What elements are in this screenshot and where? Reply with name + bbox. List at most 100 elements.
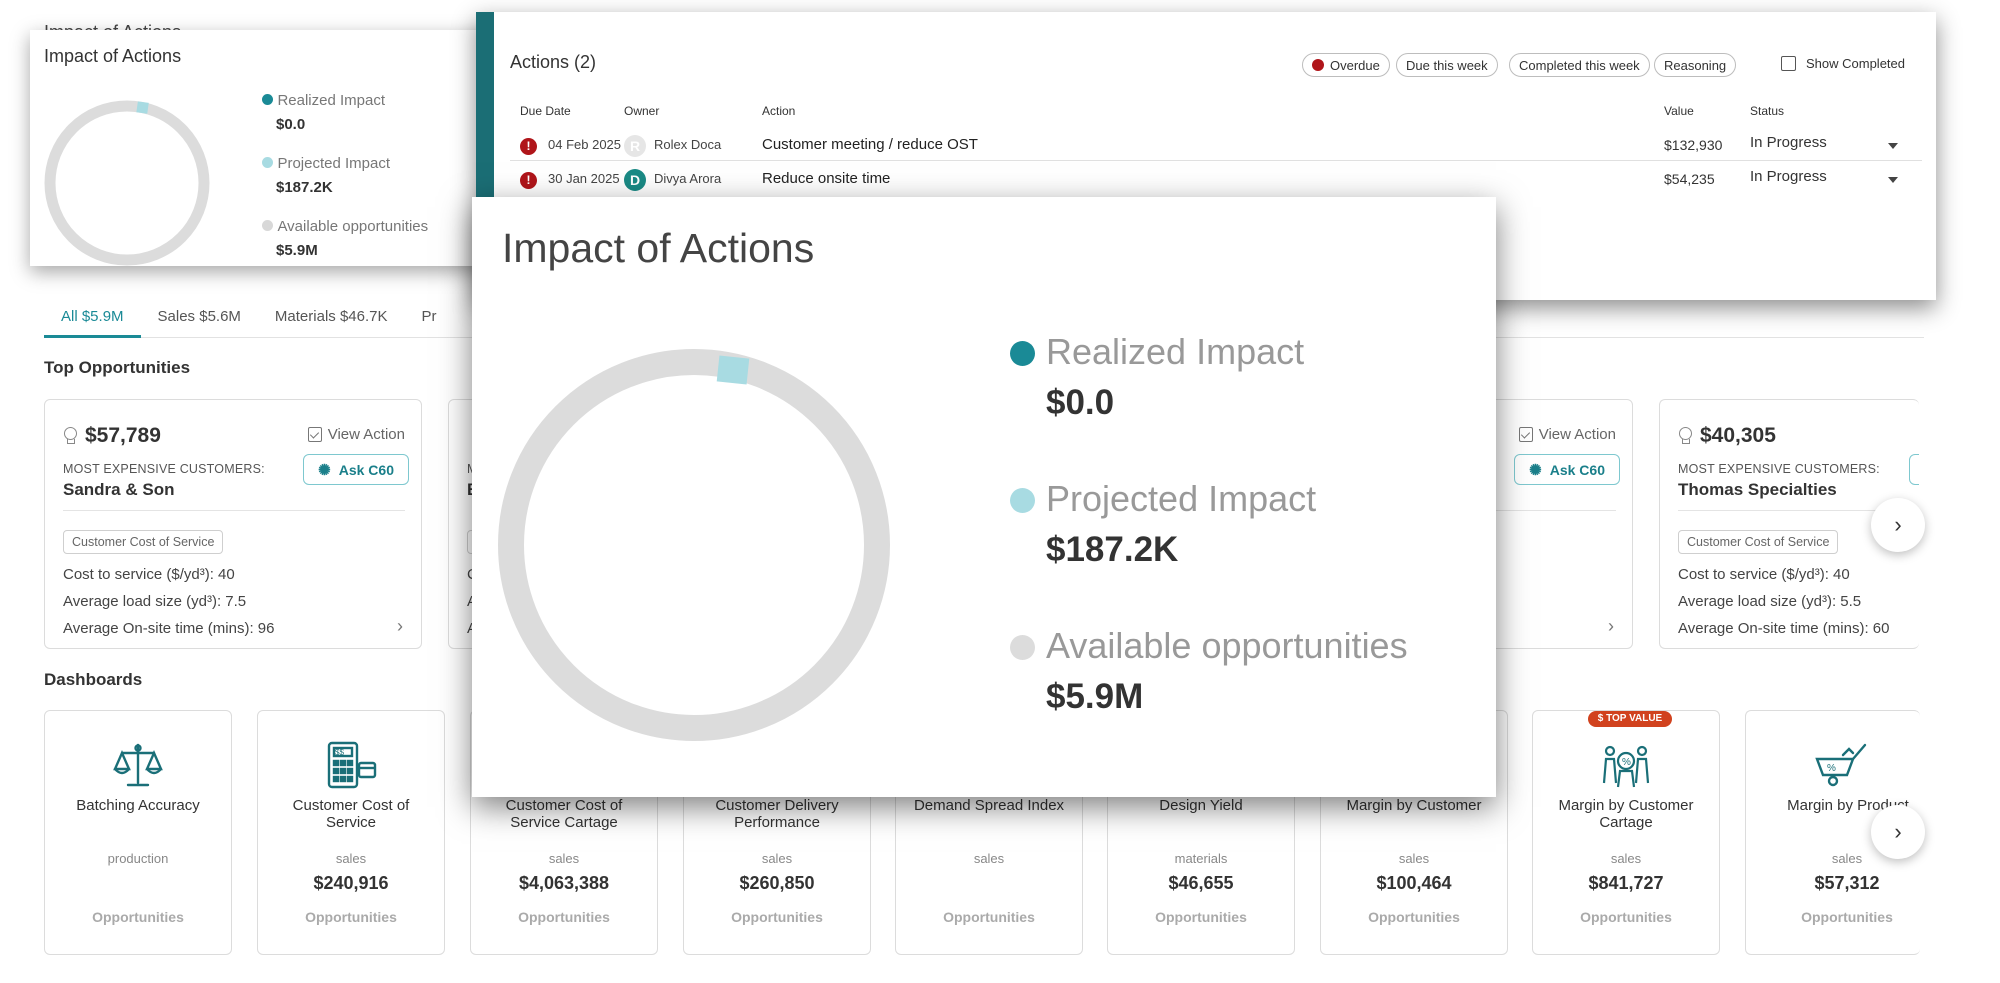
legend-label: Realized Impact — [277, 92, 386, 109]
opportunities-link[interactable]: Opportunities — [1801, 909, 1893, 925]
chip-label: Overdue — [1330, 57, 1380, 73]
table-row[interactable]: ! 04 Feb 2025 R Rolex Doca Customer meet… — [494, 129, 1936, 161]
dashboard-category: sales — [973, 851, 1005, 866]
opportunity-card[interactable]: $57,789 View Action ✺ Ask C60 MOST EXPEN… — [44, 399, 422, 649]
dashboard-card[interactable]: % Margin by Customer Cartage sales $841,… — [1532, 710, 1720, 955]
chevron-down-icon[interactable] — [1888, 177, 1898, 183]
column-value[interactable]: Value — [1664, 104, 1694, 118]
available-dot-icon — [262, 220, 273, 231]
checklist-icon — [1518, 427, 1533, 442]
scroll-right-button[interactable]: › — [1871, 498, 1925, 552]
filter-due-this-week[interactable]: Due this week — [1396, 53, 1498, 77]
chevron-down-icon[interactable] — [1888, 143, 1898, 149]
impact-donut-chart — [44, 100, 210, 266]
zoom-legend-label: Available opportunities — [1046, 625, 1408, 666]
ask-c60-button[interactable] — [1909, 454, 1919, 485]
dashboards-title: Dashboards — [44, 670, 143, 689]
show-completed-toggle[interactable]: Show Completed — [1781, 56, 1905, 71]
filter-overdue[interactable]: Overdue — [1302, 53, 1390, 77]
top-value-badge: $ TOP VALUE — [1588, 711, 1672, 727]
zoom-legend-value: $0.0 — [1046, 383, 1115, 422]
chevron-right-icon[interactable]: › — [1608, 616, 1614, 636]
divider — [1678, 510, 1919, 511]
metric-onsite: Average On-site time (mins): 96 — [63, 620, 275, 637]
dashboard-value: $841,727 — [1588, 873, 1664, 893]
opportunities-link[interactable]: Opportunities — [1580, 909, 1672, 925]
available-dot-icon — [1010, 635, 1035, 660]
legend-projected: Projected Impact $187.2K — [262, 155, 390, 196]
ask-c60-button[interactable]: ✺ Ask C60 — [1514, 454, 1620, 485]
column-status[interactable]: Status — [1750, 104, 1785, 118]
dashboard-value: $46,655 — [1168, 873, 1234, 893]
metric-load: Average load size (yd³): 5.5 — [1678, 593, 1862, 610]
brain-icon: ✺ — [1529, 461, 1542, 479]
tab-sales[interactable]: Sales $5.6M — [157, 308, 241, 325]
top-opportunities-title: Top Opportunities — [44, 358, 191, 377]
legend-label: Projected Impact — [277, 155, 391, 172]
view-action-link[interactable]: View Action — [307, 426, 405, 443]
dashboard-value: $260,850 — [739, 873, 815, 893]
opportunities-link[interactable]: Opportunities — [305, 909, 397, 925]
opportunity-amount: $57,789 — [63, 424, 161, 448]
tab-all[interactable]: All $5.9M — [44, 300, 141, 338]
table-row[interactable]: ! 30 Jan 2025 D Divya Arora Reduce onsit… — [494, 163, 1936, 195]
customer-name: Thomas Specialties — [1678, 480, 1837, 499]
opportunities-link[interactable]: Opportunities — [731, 909, 823, 925]
projected-slice — [716, 355, 750, 385]
red-dot-icon — [1312, 59, 1324, 71]
opportunities-link[interactable]: Opportunities — [1368, 909, 1460, 925]
scale-icon — [45, 739, 231, 791]
filter-reasoning[interactable]: Reasoning — [1654, 53, 1737, 77]
dashboard-name: Customer Delivery Performance — [715, 797, 839, 831]
status-select[interactable]: In Progress — [1750, 168, 1827, 185]
opportunities-link[interactable]: Opportunities — [518, 909, 610, 925]
column-action[interactable]: Action — [762, 104, 796, 118]
ask-c60-button[interactable]: ✺ Ask C60 — [303, 454, 409, 485]
chip-label: Completed this week — [1519, 57, 1640, 73]
view-action-label: View Action — [1538, 426, 1616, 443]
dashboard-name: Design Yield — [1159, 797, 1243, 814]
filter-completed-this-week[interactable]: Completed this week — [1509, 53, 1650, 77]
owner-name: Divya Arora — [654, 171, 722, 186]
dashboard-card[interactable]: $$ Customer Cost of Service sales $240,9… — [257, 710, 445, 955]
dashboard-name: Margin by Customer — [1346, 797, 1482, 814]
dashboard-value: $4,063,388 — [518, 873, 610, 893]
chip-label: Due this week — [1406, 57, 1488, 73]
due-date: 04 Feb 2025 — [548, 137, 622, 152]
dashboard-name: Batching Accuracy — [76, 797, 200, 814]
status-select[interactable]: In Progress — [1750, 134, 1827, 151]
ask-label: Ask C60 — [338, 461, 394, 478]
people-money-icon: % — [1533, 739, 1719, 791]
scroll-right-button[interactable]: › — [1871, 805, 1925, 859]
action-value: $54,235 — [1664, 171, 1715, 187]
chevron-right-icon[interactable]: › — [397, 616, 403, 636]
dashboard-name: Margin by Product — [1787, 797, 1909, 814]
zoom-title: Impact of Actions — [502, 225, 815, 271]
dashboard-category: sales — [1610, 851, 1642, 866]
opportunities-link[interactable]: Opportunities — [943, 909, 1035, 925]
projected-dot-icon — [1010, 488, 1035, 513]
opportunities-link[interactable]: Opportunities — [1155, 909, 1247, 925]
dashboard-category: sales — [1398, 851, 1430, 866]
column-owner[interactable]: Owner — [624, 104, 660, 118]
owner-name: Rolex Doca — [654, 137, 722, 152]
realized-dot-icon — [262, 94, 273, 105]
opportunities-link[interactable]: Opportunities — [92, 909, 184, 925]
tab-production[interactable]: Pr — [421, 308, 437, 325]
svg-text:$$: $$ — [335, 748, 344, 757]
column-due-date[interactable]: Due Date — [520, 104, 571, 118]
dashboard-category: sales — [335, 851, 367, 866]
view-action-link[interactable]: View Action — [1518, 426, 1616, 443]
legend-available: Available opportunities $5.9M — [262, 218, 428, 259]
legend-realized: Realized Impact $0.0 — [262, 92, 385, 133]
svg-text:%: % — [1622, 757, 1631, 768]
checkbox[interactable] — [1781, 56, 1796, 71]
dashboard-card[interactable]: Batching Accuracy production Opportuniti… — [44, 710, 232, 955]
opportunity-amount: $40,305 — [1678, 424, 1776, 448]
chip-label: Reasoning — [1664, 57, 1727, 73]
show-completed-label: Show Completed — [1806, 56, 1905, 71]
zoom-legend-value: $187.2K — [1046, 530, 1179, 569]
tab-materials[interactable]: Materials $46.7K — [274, 308, 388, 325]
dashboard-category: production — [107, 851, 169, 866]
